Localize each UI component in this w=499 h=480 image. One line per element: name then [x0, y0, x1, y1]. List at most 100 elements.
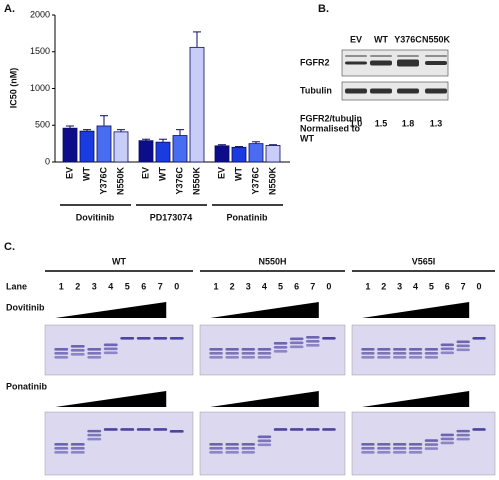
x-tick-label: EV: [216, 167, 226, 179]
gel-band: [70, 353, 85, 356]
blot-column: WT: [374, 34, 388, 44]
x-tick-label: Y376C: [174, 167, 184, 195]
gel-title: WT: [112, 256, 126, 266]
gel-band: [424, 356, 439, 359]
gel-band: [440, 433, 454, 437]
group-label: Ponatinib: [227, 212, 268, 222]
ratio-value: 1.3: [430, 118, 443, 128]
gel-band: [209, 447, 223, 450]
gel-band: [153, 337, 168, 340]
gel-band: [54, 451, 69, 454]
gel-band: [408, 356, 423, 359]
gel-band: [424, 443, 439, 446]
gel-band: [225, 447, 239, 450]
gel-band: [440, 437, 454, 441]
gel-band: [361, 348, 375, 351]
blot-band: [370, 88, 392, 94]
gel-band: [377, 352, 391, 355]
gel-band: [289, 341, 304, 345]
group-label: Dovitinib: [76, 212, 115, 222]
blot-band: [397, 88, 419, 94]
gel-band: [306, 428, 320, 431]
gel-band: [377, 451, 391, 454]
panel-label: B.: [318, 3, 329, 15]
ratio-value: 1.8: [402, 118, 415, 128]
gel-band: [273, 350, 288, 353]
gel-band: [241, 352, 256, 355]
gel-title: N550H: [258, 256, 286, 266]
gel-band: [225, 443, 239, 446]
bar: [96, 125, 112, 163]
gel-band: [472, 428, 486, 431]
lane-number: 5: [429, 281, 434, 291]
gel-band: [424, 352, 439, 355]
gel-band: [225, 348, 239, 351]
x-tick-label: EV: [64, 167, 74, 179]
gel-band: [70, 349, 85, 352]
bar: [248, 143, 264, 163]
gel-band: [361, 447, 375, 450]
x-tick-label: WT: [157, 167, 167, 181]
lane-number: 5: [125, 281, 130, 291]
gel-band: [273, 342, 288, 345]
gel-band: [361, 356, 375, 359]
gel-band: [306, 336, 320, 339]
gel-band: [424, 447, 439, 450]
gel-band: [87, 352, 102, 355]
gel-band: [209, 348, 223, 351]
gel-band: [456, 437, 470, 441]
gel-band: [120, 337, 135, 340]
blot-band: [370, 55, 392, 57]
lane-number: 3: [397, 281, 402, 291]
group-label: PD173074: [150, 212, 193, 222]
gel-band: [257, 439, 272, 443]
ratio-label: Normalised to: [300, 123, 361, 133]
gel-band: [306, 340, 320, 343]
lane-number: 7: [158, 281, 163, 291]
gel: [351, 324, 496, 376]
lane-number: 6: [294, 281, 299, 291]
gel-band: [456, 429, 470, 433]
gel-band: [120, 428, 135, 431]
gel-band: [241, 443, 256, 446]
lane-number: 0: [174, 281, 179, 291]
panel-label: C.: [4, 241, 15, 253]
gel-band: [424, 348, 439, 351]
blot-row-label: FGFR2: [300, 57, 330, 67]
blot-band: [370, 60, 392, 66]
lane-number: 6: [445, 281, 450, 291]
gel: [199, 411, 346, 476]
gel-band: [241, 447, 256, 450]
gel-band: [70, 451, 85, 454]
gel: [351, 411, 496, 476]
bar: [214, 145, 230, 163]
x-tick-label: WT: [233, 167, 243, 181]
lane-number: 4: [108, 281, 113, 291]
gel-band: [456, 344, 470, 348]
gel-band: [169, 430, 184, 433]
blot-band: [425, 55, 447, 57]
blot-band: [425, 61, 447, 65]
bar: [231, 146, 247, 163]
bar: [138, 140, 154, 163]
blot-band: [425, 88, 447, 94]
lane-number: 5: [278, 281, 283, 291]
blot: [341, 81, 449, 101]
gel-band: [289, 428, 304, 431]
gel-band: [361, 443, 375, 446]
lane-number: 0: [326, 281, 331, 291]
gel-band: [103, 347, 118, 351]
gel-band: [257, 348, 272, 351]
gel-band: [393, 443, 407, 446]
gel-band: [408, 447, 423, 450]
gel-band: [393, 447, 407, 450]
bar: [172, 135, 188, 163]
panel-label: A.: [4, 3, 15, 15]
gel-band: [225, 352, 239, 355]
drug-label: Dovitinib: [6, 302, 45, 312]
gel-band: [87, 429, 102, 433]
gel-band: [87, 348, 102, 351]
y-tick-label: 1000: [30, 83, 50, 93]
lane-number: 2: [381, 281, 386, 291]
